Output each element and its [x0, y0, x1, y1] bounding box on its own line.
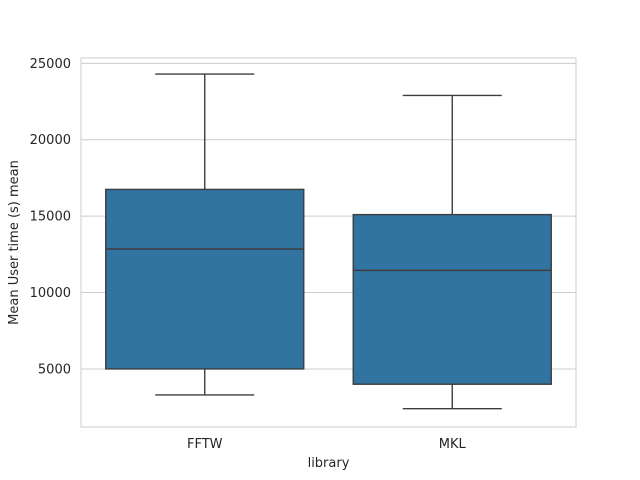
- box-mkl: [352, 94, 552, 410]
- plot-frame: [80, 57, 577, 428]
- x-tick-label-fftw: FFTW: [187, 437, 223, 452]
- box-layer: [105, 73, 552, 410]
- x-tick-label-mkl: MKL: [439, 437, 467, 452]
- y-tick-label-25000: 25000: [30, 57, 71, 72]
- y-tick-label-5000: 5000: [38, 362, 71, 377]
- iqr-box-mkl: [352, 213, 552, 385]
- y-axis-label: Mean User time (s) mean: [7, 160, 22, 325]
- box-fftw: [105, 73, 305, 396]
- x-axis-label: library: [308, 456, 350, 471]
- y-tick-label-15000: 15000: [30, 210, 71, 225]
- y-tick-label-10000: 10000: [30, 286, 71, 301]
- y-tick-label-20000: 20000: [30, 133, 71, 148]
- x-tick-labels: FFTW MKL: [187, 437, 467, 452]
- y-tick-labels: 5000 10000 15000 20000 25000: [30, 57, 71, 378]
- iqr-box-fftw: [105, 188, 305, 370]
